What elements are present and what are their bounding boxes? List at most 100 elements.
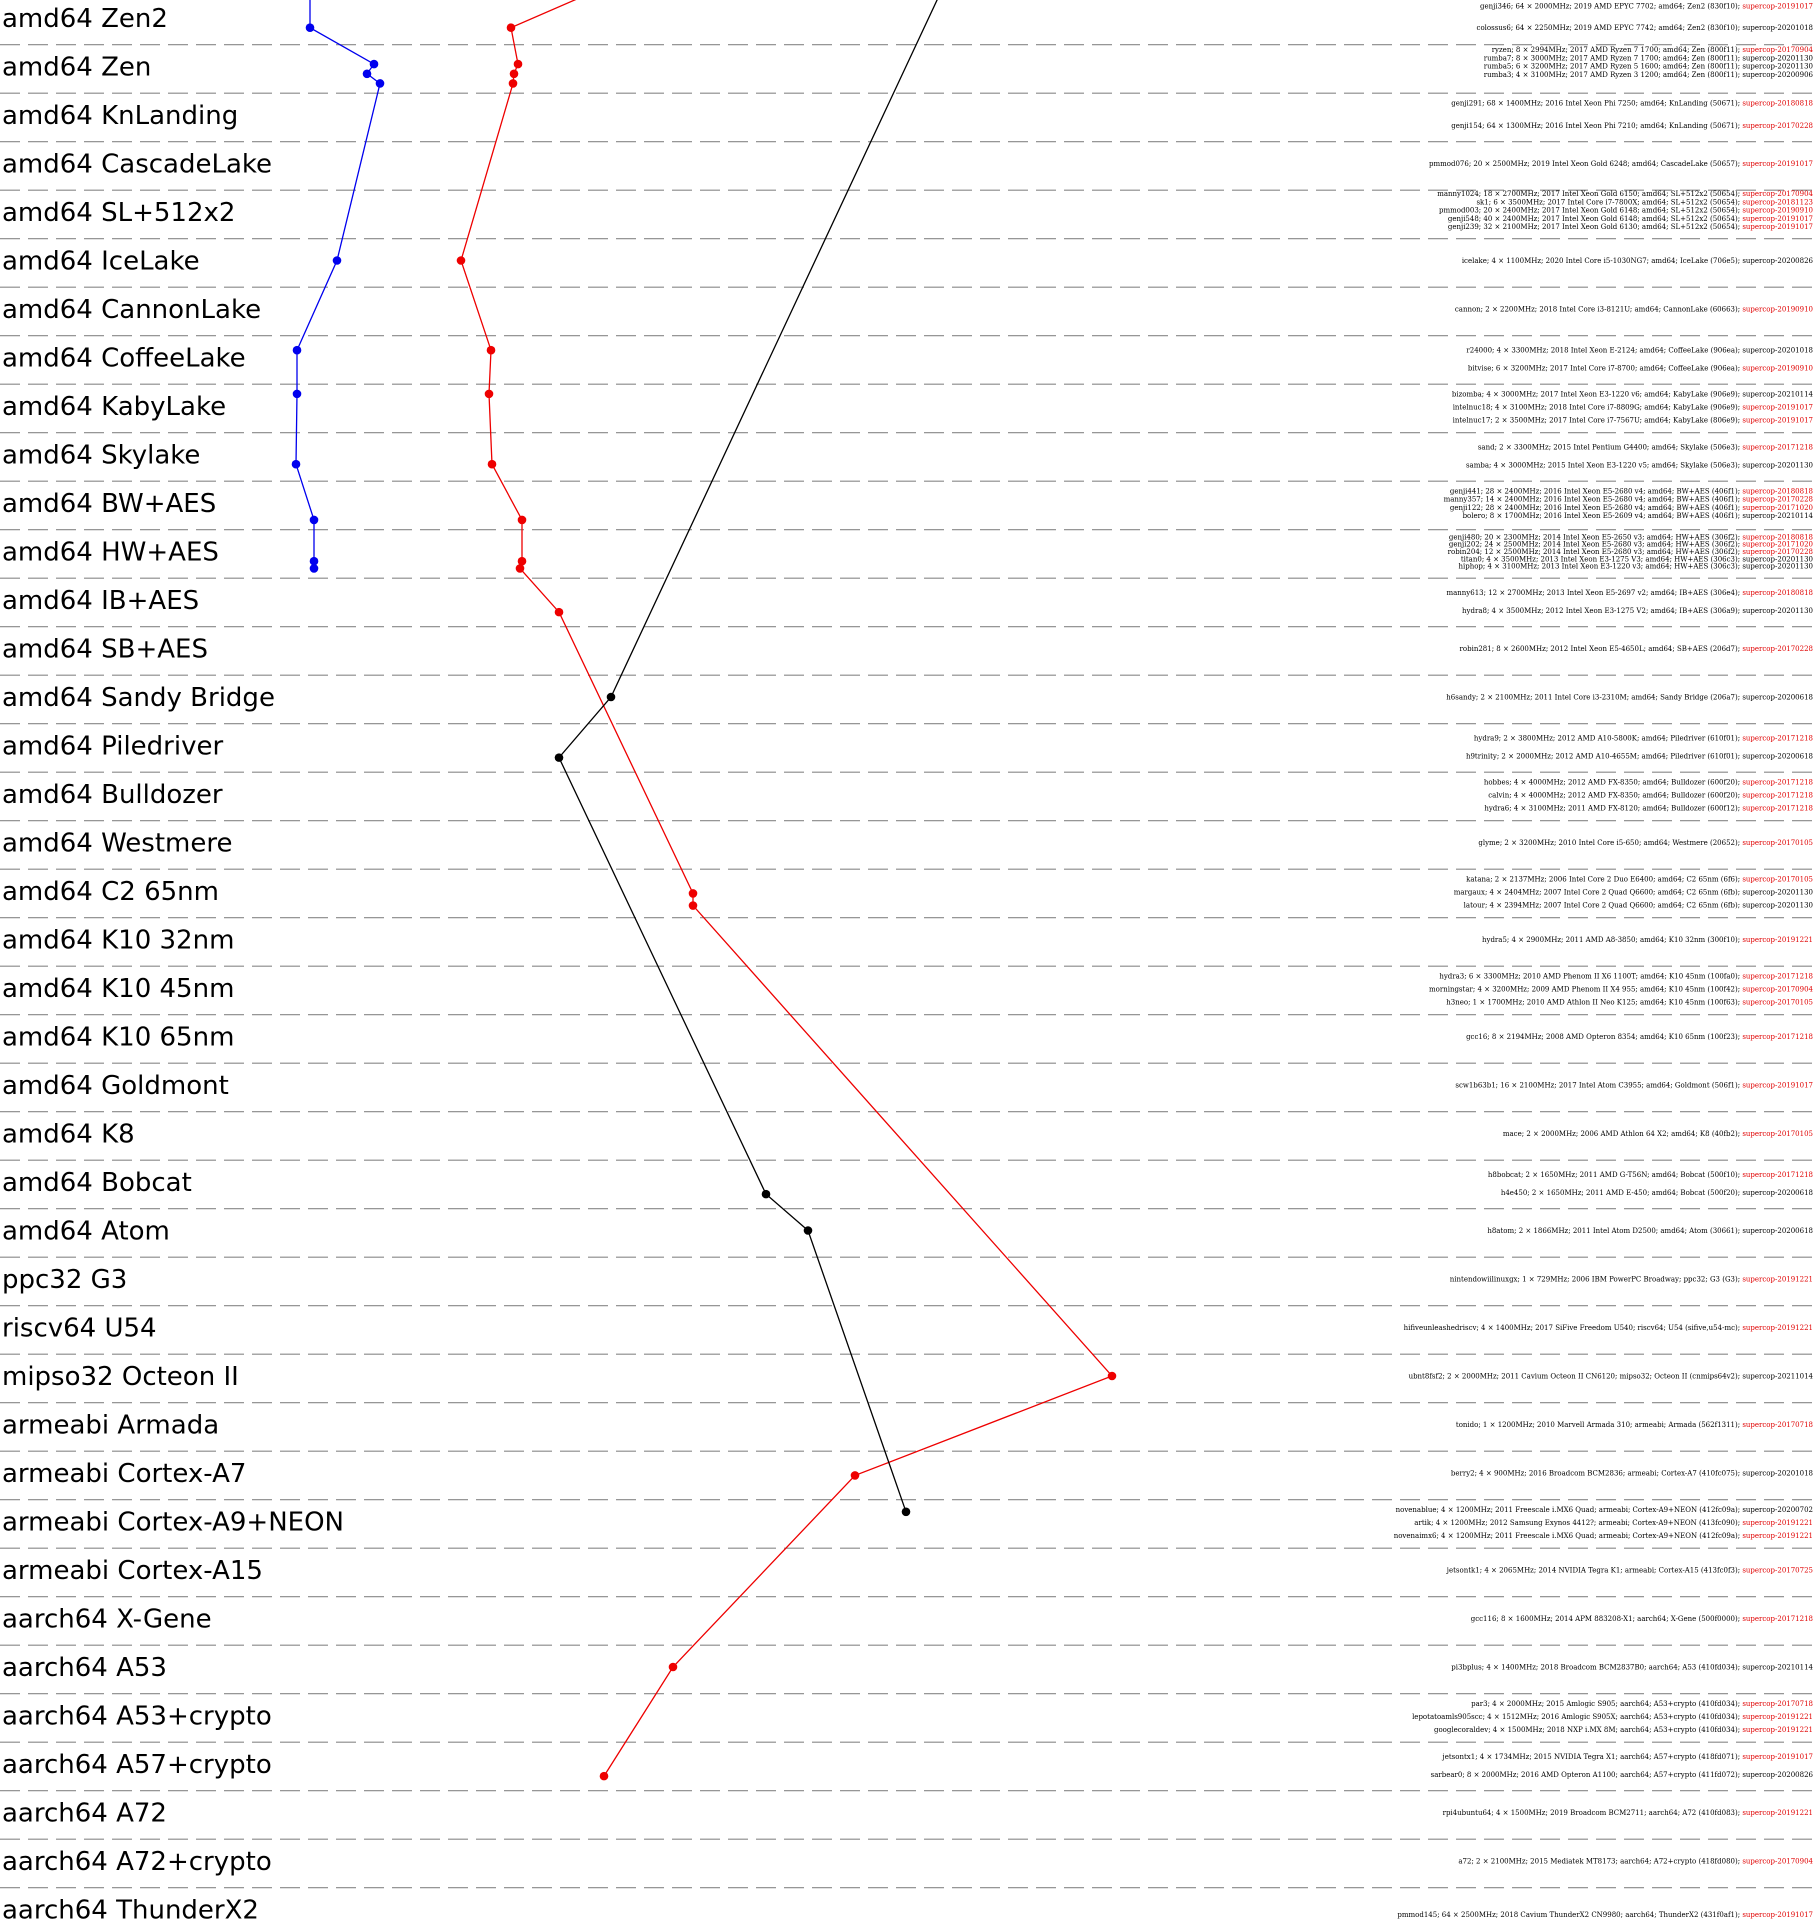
machine-version: supercop-20210114 bbox=[1742, 1664, 1813, 1672]
machine-version: supercop-20191017 bbox=[1742, 215, 1813, 223]
category-label: amd64 Zen2 bbox=[2, 4, 168, 34]
machine-version: supercop-20191017 bbox=[1742, 160, 1813, 168]
series-point bbox=[509, 69, 519, 79]
series-point bbox=[484, 389, 494, 399]
machine-desc: googlecoraldev; 4 × 1500MHz; 2018 NXP i.… bbox=[1434, 1726, 1742, 1734]
machine-label: pmmod145; 64 × 2500MHz; 2018 Cavium Thun… bbox=[1397, 1911, 1813, 1919]
machine-desc: r24000; 4 × 3300MHz; 2018 Intel Xeon E-2… bbox=[1466, 347, 1742, 355]
category-label: amd64 Skylake bbox=[2, 441, 200, 471]
machine-desc: glyme; 2 × 3200MHz; 2010 Intel Core i5-6… bbox=[1478, 839, 1742, 847]
machine-label: hydra6; 4 × 3100MHz; 2011 AMD FX-8120; a… bbox=[1484, 805, 1813, 813]
machine-desc: hydra3; 6 × 3300MHz; 2010 AMD Phenom II … bbox=[1439, 972, 1742, 980]
machine-label: hiphop; 4 × 3100MHz; 2013 Intel Xeon E3-… bbox=[1458, 563, 1813, 571]
series-point bbox=[508, 79, 518, 88]
category-label: amd64 Zen bbox=[2, 53, 151, 83]
machine-label: genji441; 28 × 2400MHz; 2016 Intel Xeon … bbox=[1450, 487, 1813, 495]
machine-desc: robin281; 8 × 2600MHz; 2012 Intel Xeon E… bbox=[1460, 645, 1743, 653]
series-point bbox=[369, 59, 379, 69]
machine-desc: hydra5; 4 × 2900MHz; 2011 AMD A8-3850; a… bbox=[1482, 936, 1742, 944]
machine-version: supercop-20170105 bbox=[1742, 875, 1813, 883]
category-label: aarch64 A57+crypto bbox=[2, 1750, 272, 1780]
machine-label: cannon; 2 × 2200MHz; 2018 Intel Core i3-… bbox=[1455, 306, 1813, 314]
machine-desc: nintendowiilinuxgx; 1 × 729MHz; 2006 IBM… bbox=[1450, 1276, 1743, 1284]
machine-desc: pmmod145; 64 × 2500MHz; 2018 Cavium Thun… bbox=[1397, 1911, 1742, 1919]
machine-label: morningstar; 4 × 3200MHz; 2009 AMD Pheno… bbox=[1429, 985, 1814, 993]
machine-version: supercop-20180818 bbox=[1742, 99, 1813, 107]
machine-version: supercop-20190910 bbox=[1742, 207, 1813, 215]
machine-label: genji480; 20 × 2300MHz; 2014 Intel Xeon … bbox=[1449, 533, 1813, 541]
machine-desc: manny613; 12 × 2700MHz; 2013 Intel Xeon … bbox=[1446, 589, 1742, 597]
series-point bbox=[761, 1189, 771, 1199]
category-label: armeabi Cortex-A15 bbox=[2, 1556, 263, 1586]
machine-desc: scw1b63b1; 16 × 2100MHz; 2017 Intel Atom… bbox=[1455, 1082, 1742, 1090]
series-point bbox=[305, 23, 315, 32]
category-label: amd64 K10 32nm bbox=[2, 926, 234, 956]
machine-desc: samba; 4 × 3000MHz; 2015 Intel Xeon E3-1… bbox=[1466, 462, 1742, 470]
series-point bbox=[554, 753, 564, 762]
machine-label: r24000; 4 × 3300MHz; 2018 Intel Xeon E-2… bbox=[1466, 347, 1813, 355]
machine-label: genji239; 32 × 2100MHz; 2017 Intel Xeon … bbox=[1448, 223, 1813, 231]
machine-label: rumba7; 8 × 3000MHz; 2017 AMD Ryzen 7 17… bbox=[1484, 54, 1813, 62]
machine-version: supercop-20171218 bbox=[1742, 1033, 1813, 1041]
machine-label: calvin; 4 × 4000MHz; 2012 AMD FX-8350; a… bbox=[1488, 791, 1813, 799]
machine-desc: tonido; 1 × 1200MHz; 2010 Marvell Armada… bbox=[1456, 1421, 1742, 1429]
machine-version: supercop-20171218 bbox=[1742, 778, 1813, 786]
machine-desc: h3neo; 1 × 1700MHz; 2010 AMD Athlon II N… bbox=[1446, 999, 1742, 1007]
series-point bbox=[850, 1471, 860, 1480]
machine-label: glyme; 2 × 3200MHz; 2010 Intel Core i5-6… bbox=[1478, 839, 1813, 847]
series-line-1 bbox=[460, 0, 1114, 1777]
machine-label: genji291; 68 × 1400MHz; 2016 Intel Xeon … bbox=[1451, 99, 1813, 107]
machine-desc: bolero; 8 × 1700MHz; 2016 Intel Xeon E5-… bbox=[1463, 512, 1743, 520]
series-point bbox=[901, 1507, 911, 1517]
category-label: aarch64 X-Gene bbox=[2, 1605, 212, 1635]
machine-desc: genji291; 68 × 1400MHz; 2016 Intel Xeon … bbox=[1451, 99, 1742, 107]
machine-label: genji202; 24 × 2500MHz; 2014 Intel Xeon … bbox=[1449, 541, 1813, 549]
machine-label: rpi4ubuntu64; 4 × 1500MHz; 2019 Broadcom… bbox=[1443, 1809, 1813, 1817]
machine-version: supercop-20171218 bbox=[1742, 444, 1813, 452]
machine-desc: rumba7; 8 × 3000MHz; 2017 AMD Ryzen 7 17… bbox=[1484, 54, 1743, 62]
machine-version: supercop-20170228 bbox=[1742, 496, 1813, 504]
machine-desc: genji122; 28 × 2400MHz; 2016 Intel Xeon … bbox=[1450, 504, 1742, 512]
machine-version: supercop-20191017 bbox=[1742, 2, 1813, 10]
machine-version: supercop-20191221 bbox=[1742, 1519, 1813, 1527]
machine-desc: novenaimx6; 4 × 1200MHz; 2011 Freescale … bbox=[1394, 1532, 1743, 1540]
machine-version: supercop-20191221 bbox=[1742, 1532, 1813, 1540]
machine-version: supercop-20170105 bbox=[1742, 999, 1813, 1007]
machine-version: supercop-20170904 bbox=[1742, 985, 1813, 993]
machine-desc: novenablue; 4 × 1200MHz; 2011 Freescale … bbox=[1396, 1506, 1743, 1514]
machine-label: googlecoraldev; 4 × 1500MHz; 2018 NXP i.… bbox=[1434, 1726, 1813, 1734]
machine-version: supercop-20201130 bbox=[1742, 54, 1813, 62]
machine-version: supercop-20201018 bbox=[1742, 24, 1813, 32]
machine-desc: morningstar; 4 × 3200MHz; 2009 AMD Pheno… bbox=[1429, 985, 1742, 993]
machine-version: supercop-20170718 bbox=[1742, 1421, 1813, 1429]
machine-label: bizomba; 4 × 3000MHz; 2017 Intel Xeon E3… bbox=[1452, 390, 1814, 398]
machine-version: supercop-20191017 bbox=[1742, 223, 1813, 231]
machine-version: supercop-20200618 bbox=[1742, 694, 1813, 702]
machine-desc: genji154; 64 × 1300MHz; 2016 Intel Xeon … bbox=[1451, 122, 1742, 130]
machine-desc: lepotatoamls905scc; 4 × 1512MHz; 2016 Am… bbox=[1412, 1713, 1742, 1721]
machine-version: supercop-20210114 bbox=[1742, 390, 1813, 398]
machine-label: ryzen; 8 × 2994MHz; 2017 AMD Ryzen 7 170… bbox=[1492, 46, 1814, 54]
machine-version: supercop-20191221 bbox=[1742, 936, 1813, 944]
series-point bbox=[292, 345, 302, 355]
machine-version: supercop-20200826 bbox=[1742, 257, 1813, 265]
machine-version: supercop-20201130 bbox=[1742, 555, 1813, 563]
machine-label: samba; 4 × 3000MHz; 2015 Intel Xeon E3-1… bbox=[1466, 462, 1813, 470]
series-point bbox=[517, 515, 527, 525]
machine-label: bitvise; 6 × 3200MHz; 2017 Intel Core i7… bbox=[1468, 365, 1813, 373]
machine-label: robin281; 8 × 2600MHz; 2012 Intel Xeon E… bbox=[1460, 645, 1813, 653]
machine-desc: hydra9; 2 × 3800MHz; 2012 AMD A10-5800K;… bbox=[1474, 735, 1742, 743]
machine-desc: hobbes; 4 × 4000MHz; 2012 AMD FX-8350; a… bbox=[1484, 778, 1743, 786]
machine-label: margaux; 4 × 2404MHz; 2007 Intel Core 2 … bbox=[1454, 888, 1813, 896]
machine-label: h6sandy; 2 × 2100MHz; 2011 Intel Core i3… bbox=[1446, 694, 1813, 702]
machine-desc: gcc116; 8 × 1600MHz; 2014 APM 883208-X1;… bbox=[1471, 1615, 1743, 1623]
machine-desc: h8atom; 2 × 1866MHz; 2011 Intel Atom D25… bbox=[1487, 1227, 1742, 1235]
series-point bbox=[292, 389, 302, 399]
machine-label: novenaimx6; 4 × 1200MHz; 2011 Freescale … bbox=[1394, 1532, 1813, 1540]
machine-desc: h8bobcat; 2 × 1650MHz; 2011 AMD G-T56N; … bbox=[1488, 1171, 1742, 1179]
machine-version: supercop-20170904 bbox=[1742, 190, 1813, 198]
machine-label: scw1b63b1; 16 × 2100MHz; 2017 Intel Atom… bbox=[1455, 1082, 1813, 1090]
machine-version: supercop-20191017 bbox=[1742, 1082, 1813, 1090]
category-label: mipso32 Octeon II bbox=[2, 1362, 239, 1392]
machine-version: supercop-20171218 bbox=[1742, 1171, 1813, 1179]
